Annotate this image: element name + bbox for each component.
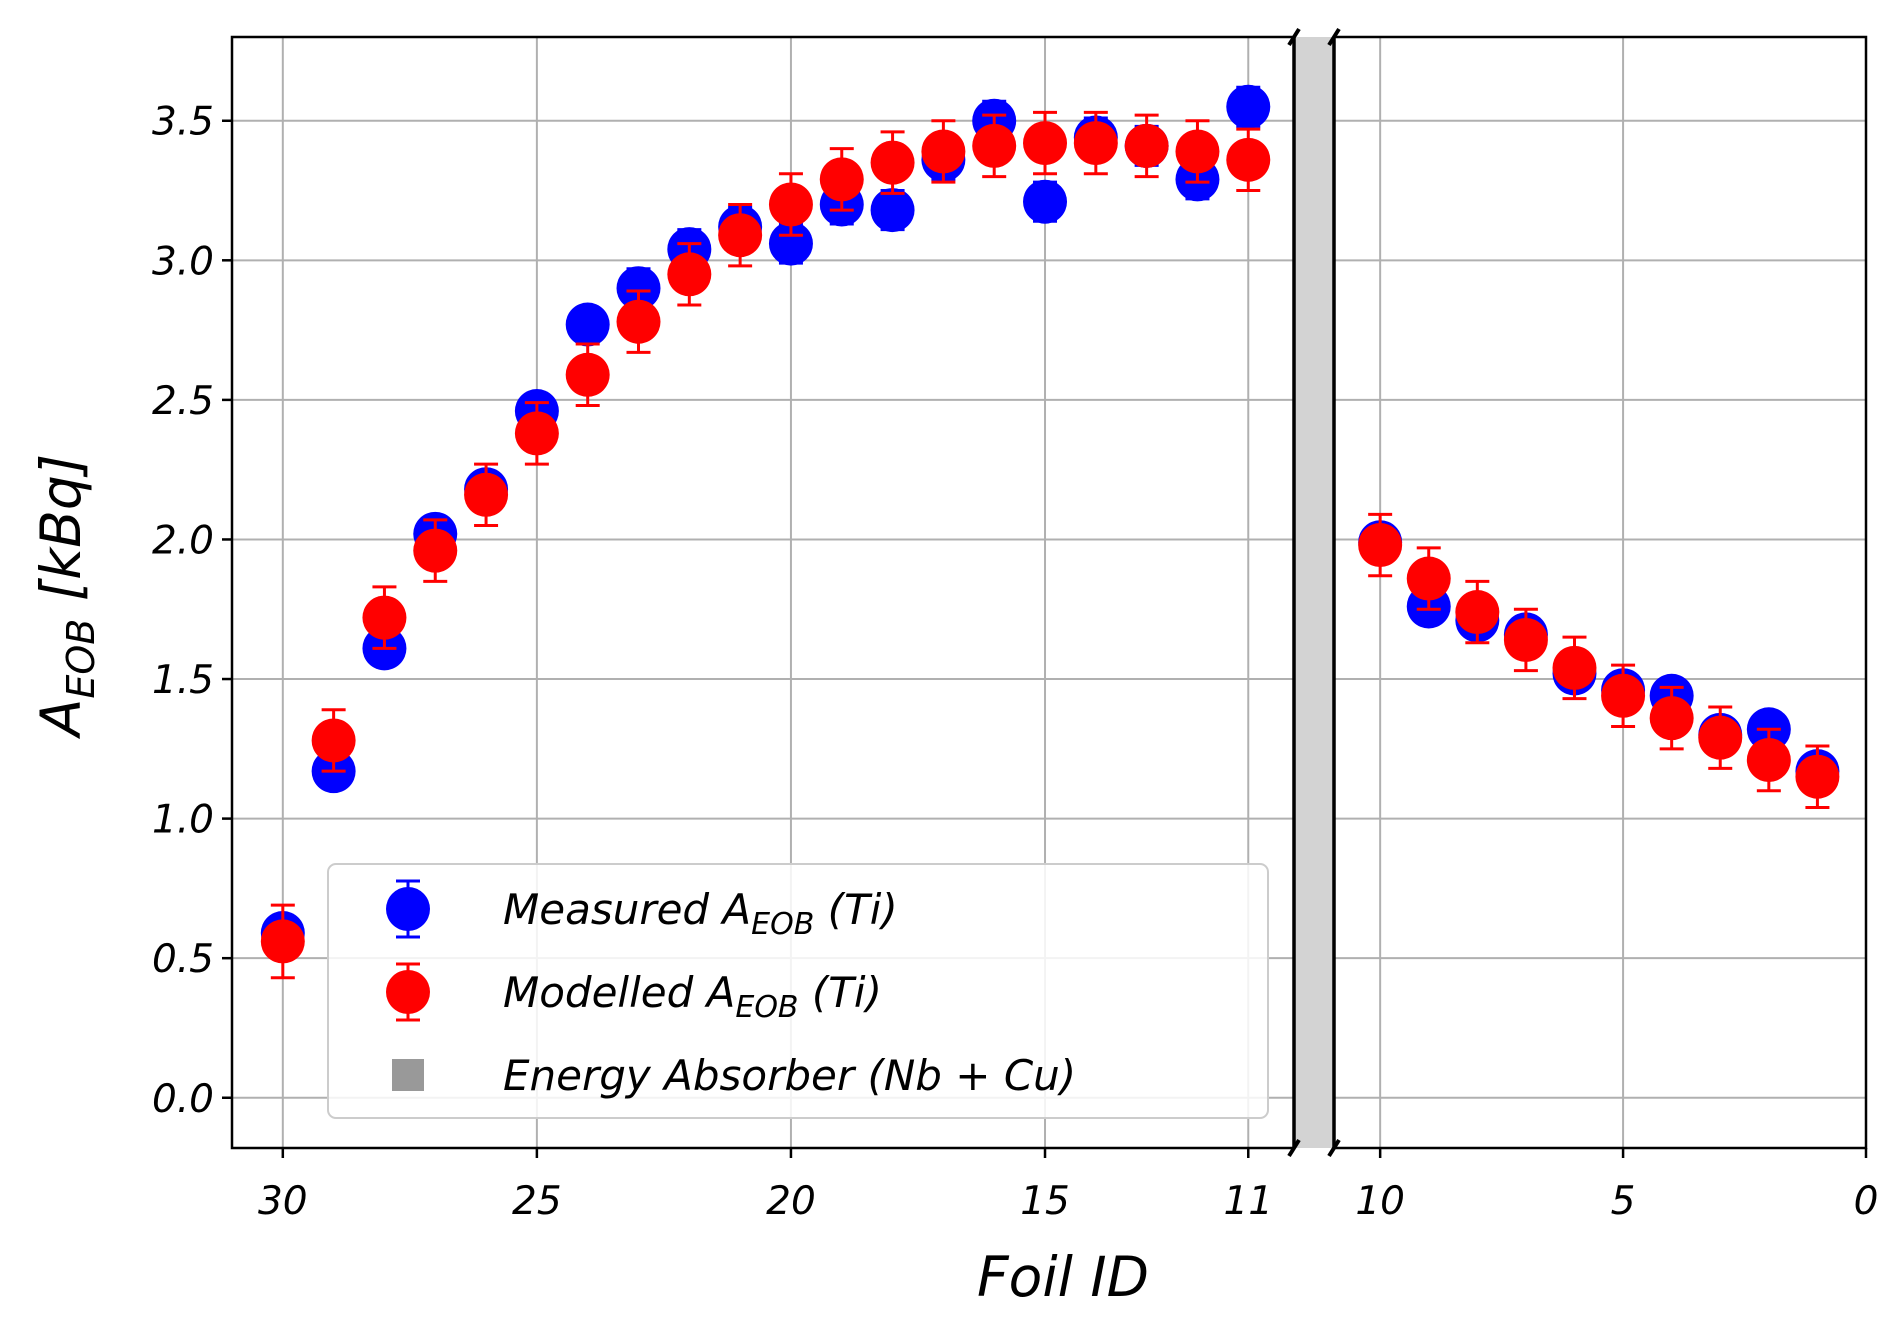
data-point: [1698, 715, 1743, 760]
y-tick-label: 3.5: [152, 100, 214, 145]
data-point: [667, 252, 712, 297]
data-point: [362, 595, 407, 640]
axis-break-mark: [1287, 1138, 1301, 1158]
data-point: [565, 352, 610, 397]
data-point: [1552, 645, 1597, 690]
data-point: [1649, 696, 1694, 741]
modelled-series: [260, 110, 1840, 980]
axes: 0.0 0.5 1.0 1.5 2.0 2.5 3.0 3.5 30 25 20 15 11 10 5 0 Fo…: [29, 27, 1879, 1309]
y-tick-label: 2.5: [152, 379, 214, 424]
x-tick-label: 10: [1355, 1179, 1405, 1224]
data-point: [1503, 617, 1548, 662]
data-point: [616, 299, 661, 344]
data-point: [819, 157, 864, 202]
x-tick-label: 5: [1611, 1179, 1636, 1224]
data-point: [1226, 137, 1271, 182]
axis-break-mark: [1287, 27, 1301, 47]
data-point: [1358, 523, 1403, 568]
data-point: [972, 123, 1017, 168]
energy-absorber-band: [1294, 37, 1334, 1148]
y-tick-label: 0.5: [152, 937, 214, 982]
legend-label: Energy Absorber (Nb + Cu): [503, 1051, 1076, 1100]
x-tick-label: 0: [1854, 1179, 1879, 1224]
data-point: [768, 221, 813, 266]
data-point: [870, 140, 915, 185]
measured-series: [260, 84, 1840, 956]
grid: [232, 37, 1867, 1148]
axis-break-mark: [1327, 1138, 1341, 1158]
data-point: [464, 472, 509, 517]
data-point: [1455, 590, 1500, 635]
absorber-band: [1294, 37, 1334, 1148]
data-point: [1795, 754, 1840, 799]
data-point: [718, 213, 763, 258]
data-point: [514, 411, 559, 456]
data-series: [260, 84, 1840, 980]
data-point: [1124, 123, 1169, 168]
y-axis-label: AEOB [kBq]: [29, 454, 103, 740]
data-point: [260, 919, 305, 964]
legend-label: Modelled AEOB (Ti): [503, 968, 882, 1025]
x-axis-label: Foil ID: [977, 1245, 1149, 1309]
y-tick-label: 0.0: [152, 1077, 214, 1122]
data-point: [565, 302, 610, 347]
legend-absorber-marker: [392, 1059, 424, 1091]
data-point: [413, 528, 458, 573]
data-point: [1601, 673, 1646, 718]
data-point: [1023, 179, 1068, 224]
x-tick-label: 25: [512, 1179, 562, 1224]
data-point: [311, 718, 356, 763]
axis-break-mark: [1327, 27, 1341, 47]
data-point: [616, 266, 661, 311]
data-point: [1073, 121, 1118, 166]
legend-box: [327, 863, 1269, 1119]
data-point: [1175, 129, 1220, 174]
x-tick-label: 30: [258, 1179, 308, 1224]
y-tick-label: 1.0: [152, 798, 214, 843]
data-point: [768, 182, 813, 227]
data-point: [870, 188, 915, 233]
legend-marker: [386, 970, 430, 1014]
y-tick-label: 2.0: [152, 518, 214, 563]
legend: Measured AEOB (Ti) Modelled AEOB (Ti) Ener…: [327, 863, 1269, 1119]
data-point: [1406, 556, 1451, 601]
y-tick-label: 3.0: [152, 239, 214, 284]
legend-label: Measured AEOB (Ti): [503, 885, 898, 942]
x-tick-label: 11: [1223, 1179, 1273, 1224]
data-point: [1746, 737, 1791, 782]
data-point: [1226, 84, 1271, 129]
y-tick-label: 1.5: [152, 658, 214, 703]
legend-marker: [386, 887, 430, 931]
data-point: [1023, 121, 1068, 166]
x-tick-label: 20: [766, 1179, 816, 1224]
data-point: [921, 129, 966, 174]
x-tick-label: 15: [1020, 1179, 1070, 1224]
